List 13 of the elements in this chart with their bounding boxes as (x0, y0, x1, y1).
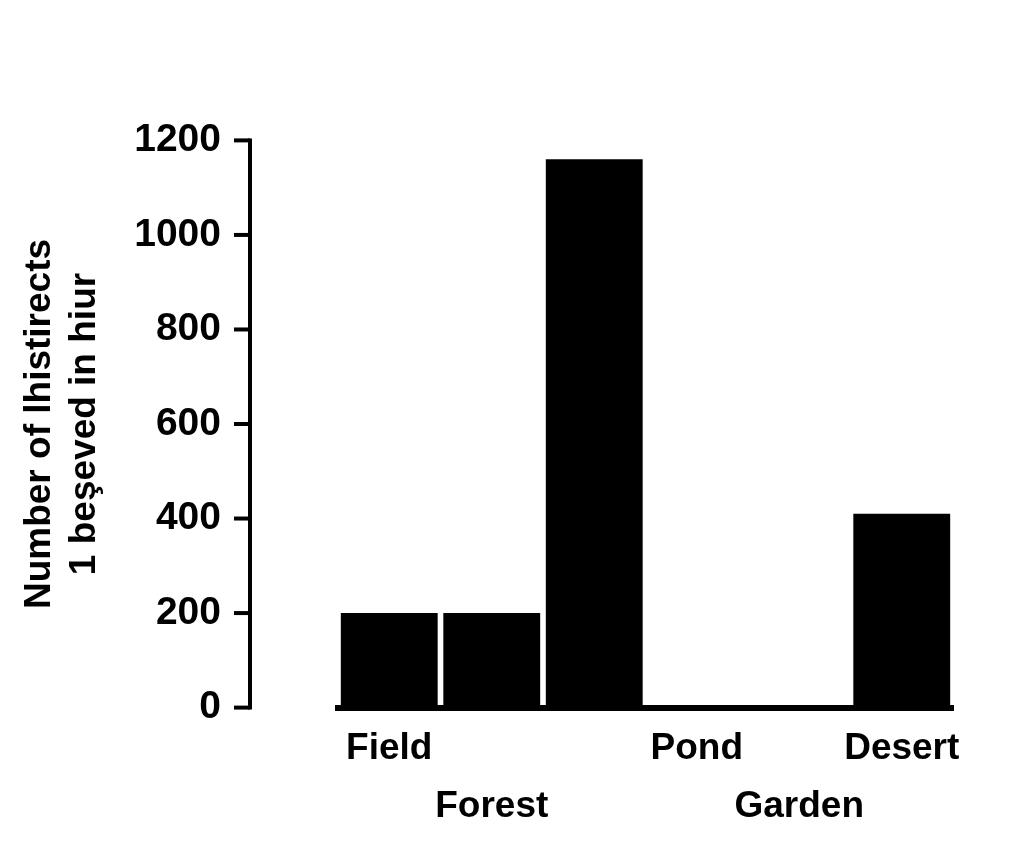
x-tick-label: Garden (734, 783, 865, 825)
y-axis-title: Number of lhistirects 1 beşeved in hiur (17, 238, 103, 610)
y-tick-label: 200 (155, 588, 221, 632)
y-tick-label: 800 (155, 305, 221, 349)
y-tick-label: 1200 (134, 116, 221, 160)
x-tick-label: Pond (650, 725, 743, 767)
y-tick-label: 1000 (134, 210, 221, 254)
y-tick-label: 600 (155, 399, 221, 443)
y-tick-label: 0 (199, 683, 221, 727)
y-tick-label: 400 (155, 494, 221, 538)
x-tick-label: Forest (435, 783, 549, 825)
x-tick-label: Field (346, 725, 433, 767)
x-tick-label: Desert (844, 725, 960, 767)
